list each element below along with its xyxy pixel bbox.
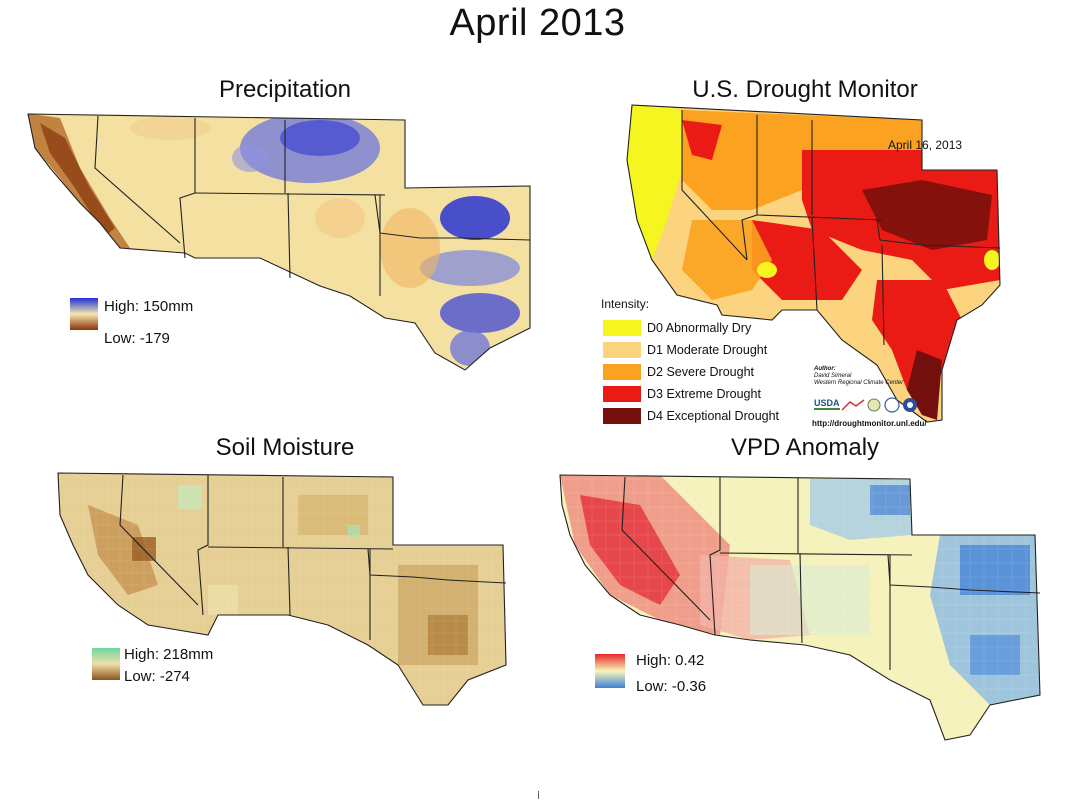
- vpd-legend-low: Low: -0.36: [636, 678, 707, 695]
- precipitation-legend-high: High: 150mm: [104, 298, 194, 315]
- soil-moisture-legend-low: Low: -274: [124, 668, 190, 685]
- drought-swatch-d3: [603, 386, 641, 402]
- soil-moisture-legend-gradient: [92, 648, 120, 680]
- drought-monitor-date: April 16, 2013: [888, 138, 963, 152]
- drought-legend-item-d2: D2 Severe Drought: [603, 364, 754, 380]
- drought-legend-item-d1: D1 Moderate Drought: [603, 342, 767, 358]
- drought-monitor-url: http://droughtmonitor.unl.edu/: [812, 419, 927, 428]
- vpd-anomaly-map: [559, 474, 1041, 741]
- drought-legend-label: D3 Extreme Drought: [647, 387, 761, 401]
- drought-intensity-label: Intensity:: [601, 297, 650, 311]
- drought-legend-item-d3: D3 Extreme Drought: [603, 386, 761, 402]
- drought-swatch-d2: [603, 364, 641, 380]
- precipitation-legend-gradient: [70, 298, 98, 330]
- usda-logo: USDA: [814, 398, 840, 410]
- drought-swatch-d0: [603, 320, 641, 336]
- drought-legend-item-d4: D4 Exceptional Drought: [603, 408, 779, 424]
- drought-author-label: Author:: [814, 366, 836, 372]
- page-divider-mark: [538, 791, 539, 799]
- precipitation-title: Precipitation: [218, 76, 352, 103]
- drought-legend-label: D2 Severe Drought: [647, 365, 755, 379]
- precipitation-map: [27, 113, 531, 371]
- vpd-legend-high: High: 0.42: [636, 652, 705, 669]
- vpd-anomaly-title: VPD Anomaly: [730, 434, 880, 461]
- drought-swatch-d1: [603, 342, 641, 358]
- precipitation-legend-low: Low: -179: [104, 330, 170, 347]
- drought-legend-item-d0: D0 Abnormally Dry: [603, 320, 751, 336]
- drought-author-org: Western Regional Climate Center: [814, 380, 904, 386]
- drought-legend-label: D0 Abnormally Dry: [647, 321, 752, 335]
- drought-author-name: David Simeral: [814, 373, 852, 379]
- drought-monitor-title: U.S. Drought Monitor: [692, 76, 918, 103]
- soil-moisture-legend-high: High: 218mm: [124, 646, 214, 663]
- soil-moisture-map: [57, 472, 507, 706]
- drought-swatch-d4: [603, 408, 641, 424]
- drought-legend-label: D1 Moderate Drought: [647, 343, 768, 357]
- vpd-legend-gradient: [595, 654, 625, 688]
- agency-logos: [841, 397, 917, 413]
- drought-legend-label: D4 Exceptional Drought: [647, 409, 780, 423]
- soil-moisture-title: Soil Moisture: [215, 434, 355, 461]
- drought-monitor-map: [626, 104, 1001, 423]
- page-title: April 2013: [449, 2, 626, 44]
